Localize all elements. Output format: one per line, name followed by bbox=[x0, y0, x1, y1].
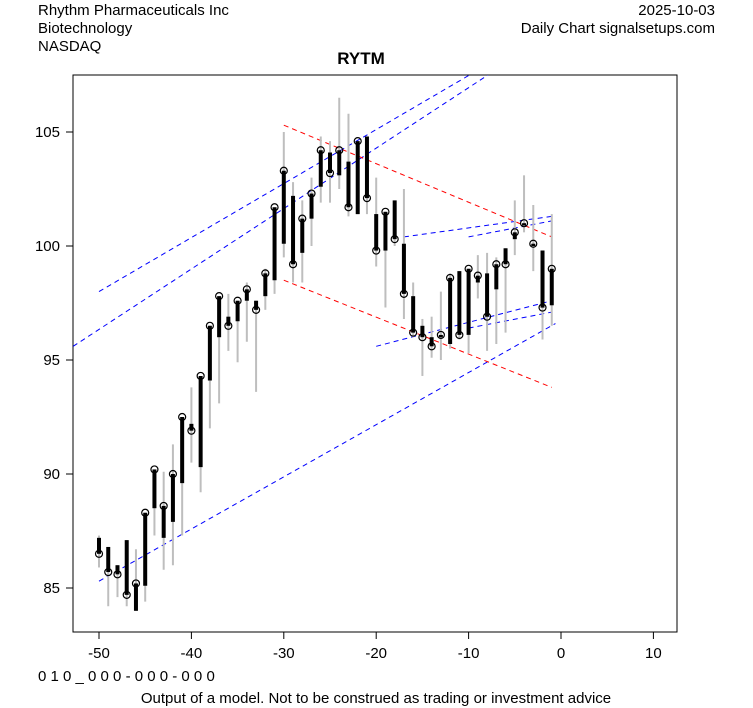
channel-trendline bbox=[468, 220, 552, 238]
close-marker bbox=[233, 296, 242, 305]
wedge-trendline bbox=[283, 279, 552, 388]
chart-date: 2025-10-03 bbox=[638, 2, 715, 19]
close-marker bbox=[141, 508, 150, 517]
x-tick-label: 10 bbox=[645, 645, 662, 662]
close-marker bbox=[335, 146, 344, 155]
x-tick-label: -30 bbox=[273, 645, 295, 662]
close-marker bbox=[501, 260, 510, 269]
close-marker bbox=[353, 137, 362, 146]
close-marker bbox=[150, 465, 159, 474]
close-marker bbox=[113, 570, 122, 579]
close-marker bbox=[464, 264, 473, 273]
y-tick-label: 100 bbox=[35, 238, 60, 255]
y-tick-label: 90 bbox=[43, 466, 60, 483]
close-marker bbox=[94, 549, 104, 558]
close-marker bbox=[427, 342, 436, 351]
close-marker bbox=[446, 273, 455, 283]
y-tick-label: 85 bbox=[43, 580, 60, 597]
close-marker bbox=[529, 239, 538, 248]
x-tick-label: -50 bbox=[88, 645, 110, 662]
close-marker bbox=[455, 330, 464, 340]
company-name: Rhythm Pharmaceuticals Inc bbox=[38, 2, 229, 19]
y-tick-label: 105 bbox=[35, 124, 60, 141]
close-marker bbox=[288, 260, 298, 269]
close-marker bbox=[372, 246, 381, 255]
channel-trendline bbox=[403, 215, 552, 238]
y-tick-label: 95 bbox=[43, 352, 60, 369]
close-marker bbox=[538, 303, 547, 312]
close-marker bbox=[122, 590, 131, 599]
close-marker bbox=[159, 501, 168, 511]
close-marker bbox=[482, 312, 492, 321]
close-marker bbox=[390, 235, 399, 244]
close-marker bbox=[492, 260, 501, 269]
close-marker bbox=[215, 292, 224, 301]
channel-trendline bbox=[98, 323, 556, 582]
close-marker bbox=[298, 214, 307, 223]
x-tick-label: -10 bbox=[458, 645, 480, 662]
close-marker bbox=[187, 426, 196, 435]
chart-source: Daily Chart signalsetups.com bbox=[520, 20, 715, 37]
close-marker bbox=[307, 189, 316, 198]
close-marker bbox=[344, 203, 353, 212]
close-marker bbox=[409, 328, 418, 337]
close-marker bbox=[270, 203, 279, 212]
close-marker bbox=[316, 146, 325, 155]
channel-trendline bbox=[468, 311, 552, 329]
close-marker bbox=[418, 333, 427, 342]
x-tick-label: -20 bbox=[365, 645, 387, 662]
close-marker bbox=[399, 289, 409, 298]
plot-content bbox=[73, 75, 556, 611]
close-marker bbox=[279, 166, 288, 175]
close-marker bbox=[205, 321, 214, 330]
chart-title: RYTM bbox=[337, 49, 385, 68]
close-marker bbox=[436, 330, 445, 340]
close-marker bbox=[131, 579, 141, 588]
close-marker bbox=[224, 321, 233, 330]
close-marker bbox=[178, 412, 187, 422]
close-marker bbox=[104, 567, 113, 577]
wedge-trendline bbox=[283, 124, 552, 238]
close-marker bbox=[381, 207, 390, 216]
channel-trendline bbox=[376, 300, 552, 347]
close-marker bbox=[510, 228, 519, 237]
close-marker bbox=[242, 285, 251, 294]
close-marker bbox=[519, 219, 529, 228]
close-marker bbox=[325, 168, 335, 178]
x-tick-label: -40 bbox=[181, 645, 203, 662]
disclaimer: Output of a model. Not to be construed a… bbox=[140, 690, 612, 707]
close-marker bbox=[261, 269, 270, 278]
close-marker bbox=[251, 305, 261, 314]
x-tick-label: 0 bbox=[557, 645, 565, 662]
close-marker bbox=[168, 469, 178, 479]
sector: Biotechnology bbox=[38, 20, 133, 37]
exchange: NASDAQ bbox=[38, 38, 102, 55]
plot-frame bbox=[72, 74, 678, 633]
model-code: 0 1 0 _ 0 0 0 - 0 0 0 - 0 0 0 bbox=[38, 668, 215, 685]
close-marker bbox=[547, 264, 556, 273]
close-marker bbox=[196, 371, 205, 381]
channel-trendline bbox=[73, 75, 489, 347]
close-marker bbox=[473, 271, 482, 280]
close-marker bbox=[362, 194, 372, 203]
